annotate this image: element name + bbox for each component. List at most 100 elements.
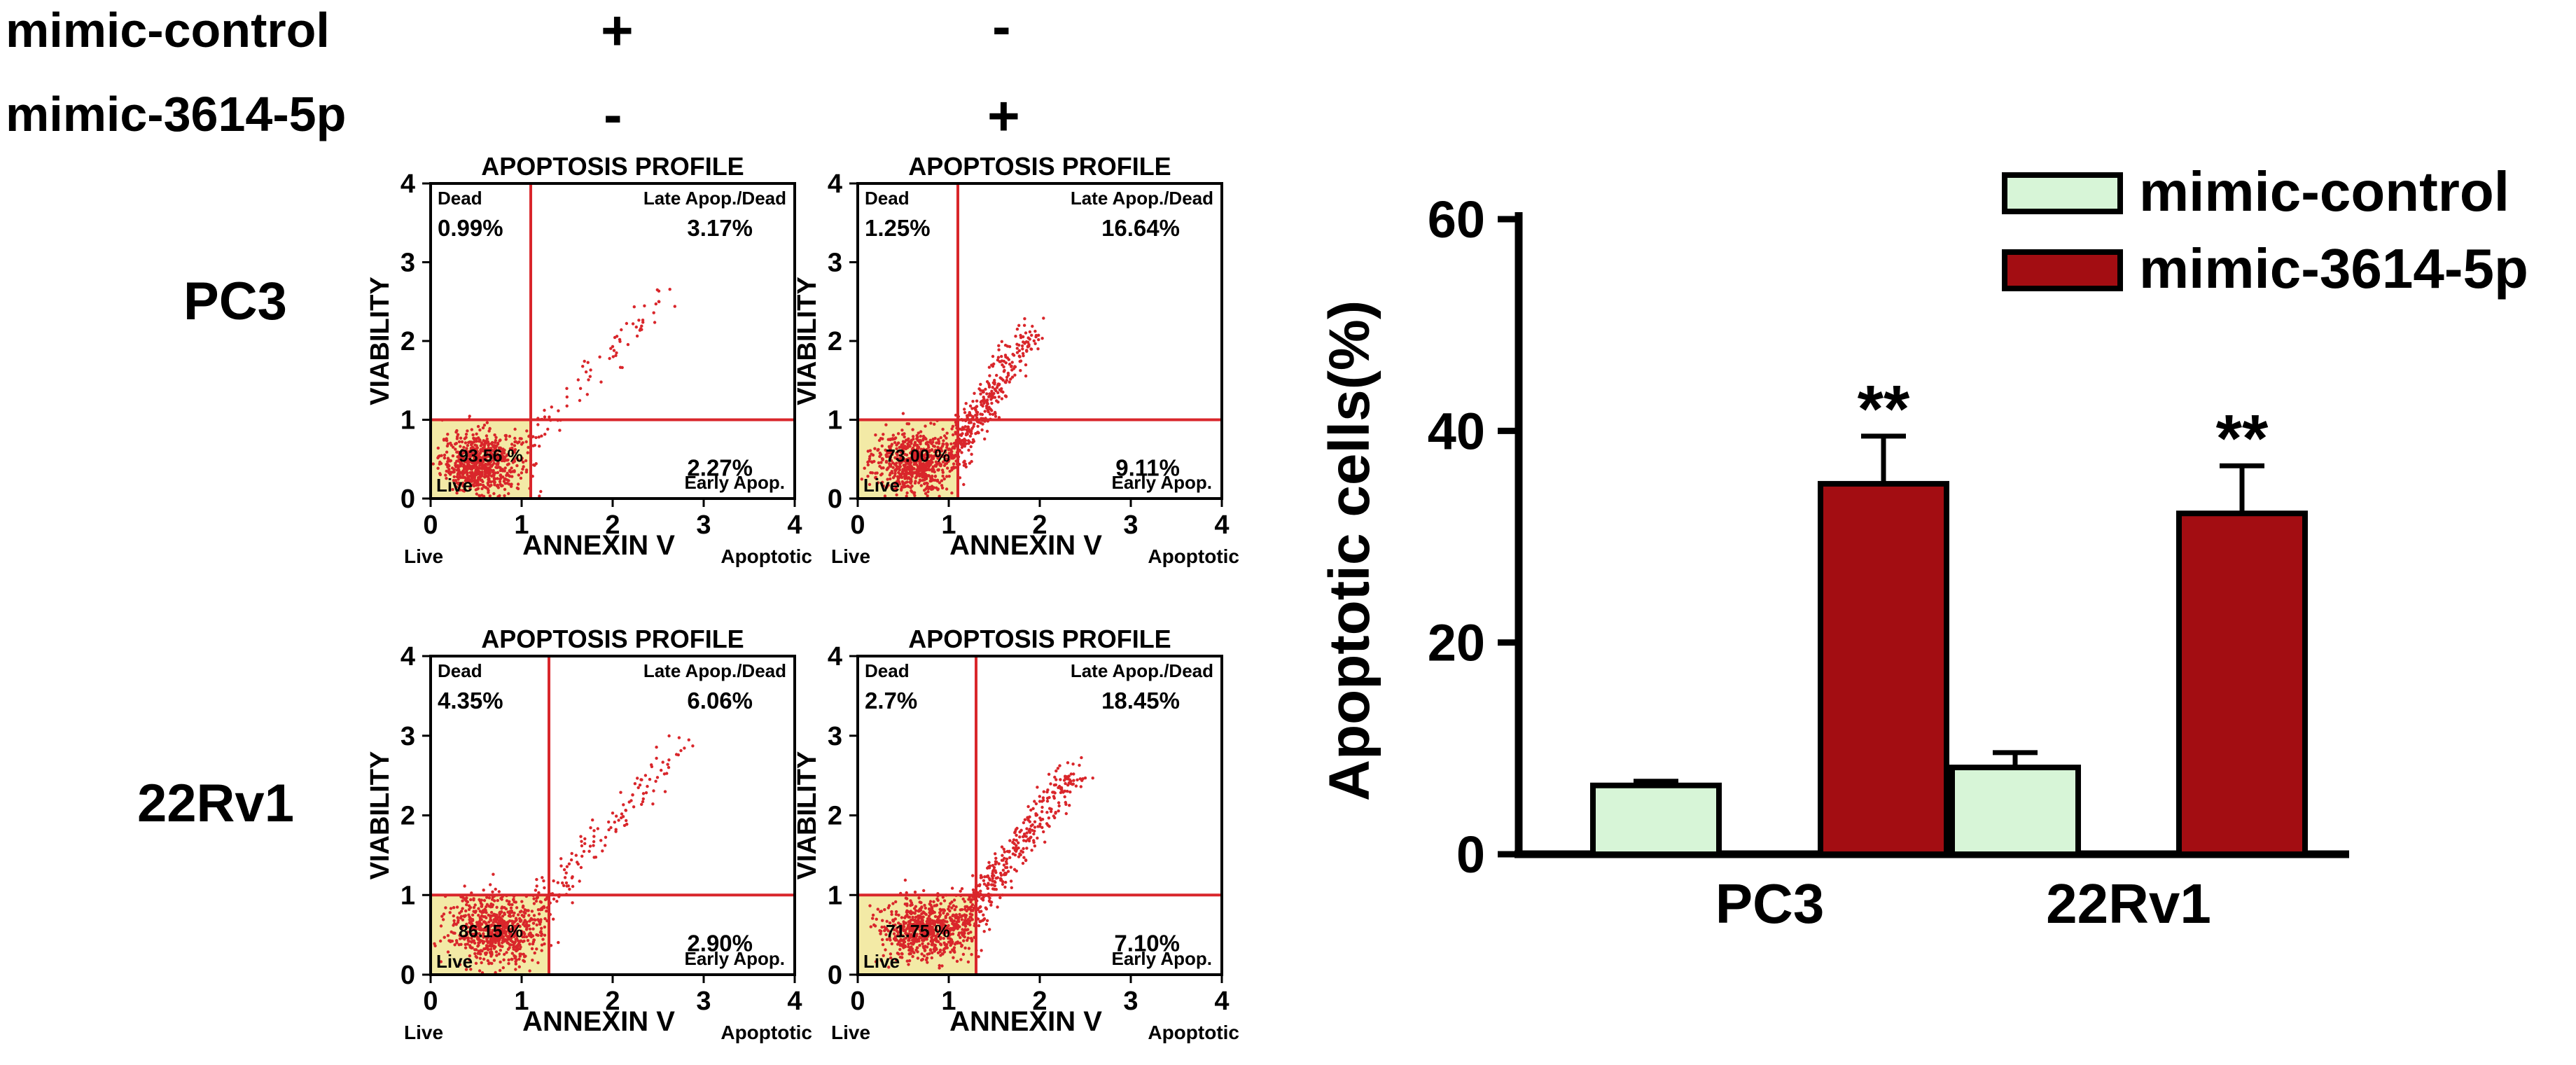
scatter-point — [487, 920, 491, 924]
scatter-point — [1038, 795, 1042, 798]
scatter-point — [895, 447, 898, 451]
scatter-point — [917, 481, 921, 485]
scatter-point — [939, 943, 943, 947]
scatter-point — [889, 459, 893, 462]
scatter-point — [562, 884, 566, 888]
scatter-point — [484, 447, 487, 451]
scatter-point — [487, 478, 490, 482]
scatter-point — [468, 905, 473, 910]
scatter-point — [496, 898, 499, 903]
scatter-point — [963, 408, 966, 411]
scatter-point — [691, 744, 695, 748]
scatter-point — [1066, 777, 1070, 781]
scatter-point — [966, 439, 970, 443]
scatter-point — [525, 429, 529, 433]
scatter-point — [926, 461, 931, 466]
scatter-point — [592, 840, 596, 844]
scatter-point — [459, 457, 463, 460]
scatter-point — [964, 442, 968, 445]
scatter-point — [652, 311, 655, 314]
x-axis-label: ANNEXIN V — [522, 1006, 675, 1037]
scatter-point — [564, 871, 568, 875]
scatter-point — [945, 431, 949, 435]
scatter-point — [536, 423, 540, 426]
scatter-point — [960, 907, 964, 912]
scatter-point — [981, 422, 984, 426]
scatter-point — [962, 939, 966, 942]
scatter-point — [899, 450, 903, 454]
bar-mimic-control-22Rv1 — [1949, 765, 2081, 857]
scatter-point — [543, 408, 546, 412]
y-tick-label: 3 — [401, 722, 415, 751]
scatter-point — [583, 842, 587, 846]
scatter-point — [464, 433, 468, 436]
scatter-point — [991, 870, 995, 873]
scatter-point — [1032, 832, 1036, 836]
y-axis-label: VIABILITY — [793, 751, 822, 880]
scatter-point — [1001, 858, 1005, 862]
scatter-point — [631, 322, 635, 326]
scatter-point — [650, 763, 653, 767]
bar-y-tick-label: 60 — [1428, 190, 1485, 249]
scatter-point — [493, 440, 497, 445]
scatter-point — [516, 487, 520, 491]
scatter-point — [515, 932, 518, 935]
scatter-point — [522, 460, 525, 464]
scatter-point — [491, 890, 494, 894]
scatter-point — [520, 910, 523, 913]
scatter-point — [980, 428, 984, 432]
scatter-point — [937, 468, 940, 471]
scatter-point — [909, 481, 913, 485]
scatter-point — [898, 460, 901, 464]
scatter-point — [468, 415, 471, 418]
scatter-point — [500, 910, 503, 914]
x-tick-label: 2 — [605, 987, 620, 1016]
scatter-point — [520, 437, 523, 440]
scatter-point — [947, 924, 950, 928]
scatter-point — [654, 779, 657, 784]
scatter-point — [543, 942, 546, 946]
scatter-point — [687, 738, 690, 742]
scatter-point — [490, 440, 494, 445]
scatter-point — [484, 453, 488, 457]
scatter-point — [903, 475, 907, 478]
scatter-point — [632, 805, 636, 809]
scatter-point — [668, 288, 671, 291]
scatter-point — [495, 913, 499, 917]
scatter-point — [920, 455, 924, 459]
scatter-point — [940, 929, 943, 933]
scatter-point — [456, 916, 459, 919]
scatter-point — [579, 865, 583, 870]
scatter-point — [569, 858, 573, 862]
scatter-point — [907, 437, 910, 440]
scatter-point — [489, 910, 494, 914]
scatter-point — [1042, 830, 1045, 834]
scatter-point — [904, 459, 907, 462]
scatter-point — [464, 946, 468, 949]
scatter-point — [535, 884, 538, 888]
scatter-point — [475, 956, 479, 959]
y-tick-label: 3 — [401, 249, 415, 278]
scatter-point — [979, 905, 982, 909]
scatter-point — [921, 919, 924, 922]
scatter-point — [561, 881, 564, 885]
scatter-point — [900, 443, 903, 447]
scatter-point — [874, 960, 878, 963]
scatter-point — [507, 914, 511, 918]
scatter-point — [535, 923, 538, 927]
scatter-point — [548, 415, 551, 419]
scatter-point — [663, 790, 667, 793]
scatter-point — [528, 927, 532, 931]
scatter-point — [930, 956, 934, 960]
scatter-point — [589, 826, 592, 830]
scatter-point — [1081, 777, 1085, 781]
scatter-point — [443, 935, 446, 939]
scatter-point — [522, 921, 526, 924]
scatter-point — [917, 431, 920, 435]
scatter-point — [538, 900, 542, 904]
scatter-point — [1036, 825, 1040, 828]
scatter-point — [979, 382, 982, 387]
scatter-point — [485, 921, 488, 926]
